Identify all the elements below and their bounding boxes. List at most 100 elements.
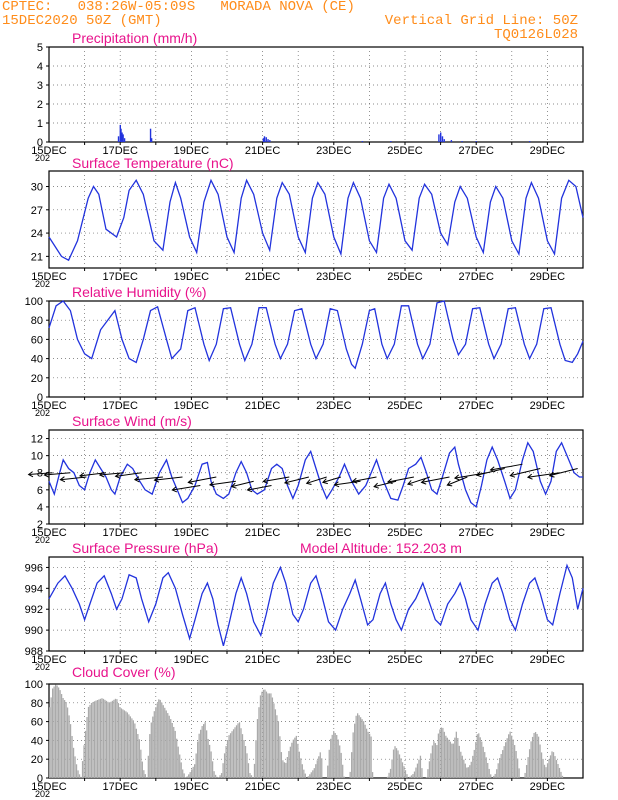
cloud-bar xyxy=(362,721,365,778)
precip-bar xyxy=(262,138,265,142)
cloud-xtick-label: 25DEC xyxy=(387,781,423,793)
cloud-bar xyxy=(312,770,314,778)
precip-bar xyxy=(123,138,126,142)
cloud-bar xyxy=(349,771,351,778)
cloud-bar xyxy=(534,731,537,778)
cloud-bar xyxy=(484,752,486,778)
precip-bar xyxy=(529,141,531,142)
cloud-bar xyxy=(264,689,266,778)
rh-ytick-label: 0 xyxy=(37,392,43,404)
cloud-bar xyxy=(252,777,254,778)
cloud-bar xyxy=(75,764,78,778)
cloud-bar xyxy=(531,736,534,778)
cloud-bar xyxy=(208,744,211,778)
cloud-bar xyxy=(108,702,111,778)
wind-vector-head xyxy=(246,486,253,493)
cloud-bar xyxy=(528,749,531,778)
cloud-bar xyxy=(416,763,419,778)
rh-series-line xyxy=(48,300,584,370)
wind-vector-arrow xyxy=(421,476,450,483)
rh-xtick-label: 23DEC xyxy=(316,400,352,412)
pres-xtick-label: 17DEC xyxy=(102,654,138,666)
cloud-bar xyxy=(255,740,257,778)
precip-bar xyxy=(390,141,392,142)
wind-vector-head xyxy=(333,481,340,488)
cloud-bar xyxy=(147,755,149,778)
pres-xtick-label: 25DEC xyxy=(387,654,423,666)
cloud-bar xyxy=(92,702,94,778)
cloud-bar xyxy=(392,749,395,778)
cloud-bar xyxy=(101,698,103,778)
precip-bar xyxy=(441,136,444,142)
cloud-bar xyxy=(400,758,402,778)
wind-vector-head xyxy=(373,482,380,489)
cloud-bar xyxy=(421,768,423,778)
cloud-bar xyxy=(289,746,291,778)
precip-xtick-label: 23DEC xyxy=(316,145,352,157)
cloud-bar xyxy=(234,727,236,778)
cloud-bar xyxy=(273,703,275,778)
cloud-bar xyxy=(415,767,417,778)
pres-xtick-label: 19DEC xyxy=(174,654,210,666)
precip-bar xyxy=(269,140,271,142)
cloud-bar xyxy=(277,721,280,778)
cloud-bar xyxy=(72,747,75,778)
cloud-bar xyxy=(398,754,401,778)
wind-vector-arrow xyxy=(476,467,505,476)
wind-vector-arrow xyxy=(44,472,71,476)
precip-ytick-label: 2 xyxy=(37,99,43,111)
cloud-bar xyxy=(419,755,422,778)
cloud-bar xyxy=(410,775,413,778)
cloud-bar xyxy=(457,737,459,778)
cloud-bar xyxy=(310,772,312,778)
cloud-bar xyxy=(472,755,474,778)
cloud-bar xyxy=(200,729,202,778)
cloud-bar xyxy=(125,711,127,778)
cloud-bar xyxy=(228,735,230,778)
cloud-bar xyxy=(237,723,239,778)
cloud-bar xyxy=(439,729,441,778)
temp-frame xyxy=(48,170,584,269)
header-station-info: CPTEC: 038:26W-05:09S MORADA NOVA (CE) xyxy=(2,0,355,15)
temp-xtick-label: 17DEC xyxy=(102,271,138,283)
cloud-bar xyxy=(430,753,432,778)
cloud-bar xyxy=(159,699,161,778)
cloud-bar xyxy=(327,765,329,778)
temp-series-line xyxy=(48,178,584,262)
cloud-bar xyxy=(152,716,154,778)
precip-xtick-label: 17DEC xyxy=(102,145,138,157)
cloud-bar xyxy=(229,733,232,778)
cloud-bar xyxy=(509,731,511,778)
cloud-xtick-label: 15DEC xyxy=(31,781,67,793)
wind-ytick-label: 10 xyxy=(31,451,43,463)
cloud-bar xyxy=(243,740,245,778)
cloud-bar xyxy=(508,734,510,778)
temp-year-label: 202 xyxy=(35,279,50,289)
wind-xtick-label: 23DEC xyxy=(316,527,352,539)
cloud-bar xyxy=(135,728,137,778)
cloud-bar xyxy=(470,761,472,778)
wind-vector-arrow xyxy=(549,467,578,477)
temp-xtick-label: 23DEC xyxy=(316,271,352,283)
cloud-bar xyxy=(331,734,333,778)
cloud-bar xyxy=(63,700,66,778)
cloud-bar xyxy=(164,707,166,778)
wind-vector-arrow xyxy=(322,476,342,483)
cloud-bar xyxy=(333,731,335,778)
cloud-bar xyxy=(232,729,235,778)
cloud-bar xyxy=(304,773,306,778)
wind-vector-arrow xyxy=(263,476,290,482)
wind-vector-arrow xyxy=(231,480,254,488)
pres-xtick-label: 27DEC xyxy=(458,654,494,666)
wind-vector-head xyxy=(548,471,555,478)
wind-vector-head xyxy=(453,474,460,481)
cloud-bar xyxy=(530,741,532,778)
precip-ytick-label: 5 xyxy=(37,42,43,54)
cloud-bar xyxy=(433,741,435,778)
cloud-bar xyxy=(188,774,190,778)
cloud-bar xyxy=(102,698,105,778)
cloud-bar xyxy=(351,752,353,778)
cloud-bar xyxy=(442,727,444,778)
rh-xtick-label: 15DEC xyxy=(31,400,67,412)
wind-ytick-label: 4 xyxy=(37,502,43,514)
